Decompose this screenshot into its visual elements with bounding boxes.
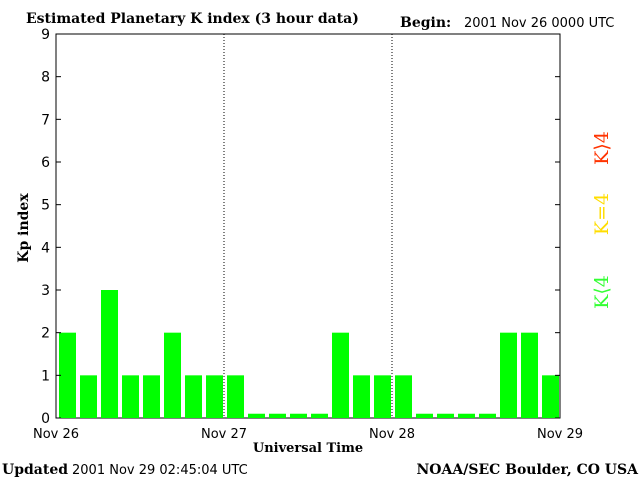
legend-high: K⟩4 [591,131,613,165]
x-axis: Nov 26 Nov 27 Nov 28 Nov 29 [33,427,583,442]
kp-bar [122,375,139,418]
y-tick-label: 2 [41,326,50,342]
kp-bar [332,332,349,418]
kp-bar [206,375,223,418]
kp-bar [521,332,538,418]
legend: K⟨4 K=4 K⟩4 [591,131,613,309]
kp-bar [500,332,517,418]
kp-bar [290,413,307,418]
legend-equal: K=4 [591,193,613,235]
kp-bar [479,413,496,418]
y-axis: 0 1 2 3 4 5 6 7 8 9 [41,27,560,427]
x-axis-title: Universal Time [253,441,363,456]
kp-bar [374,375,391,418]
kp-bar [101,290,118,418]
kp-bar [311,413,328,418]
kp-bar [437,413,454,418]
y-tick-label: 0 [41,411,50,427]
y-tick-label: 5 [41,198,50,214]
y-tick-label: 6 [41,155,50,171]
x-tick-label: Nov 29 [537,427,583,442]
kp-bar [143,375,160,418]
kp-bar [353,375,370,418]
kp-bar [164,332,181,418]
kp-bar [458,413,475,418]
begin-label: Begin: [400,15,451,31]
kp-bar [248,413,265,418]
kp-bar [185,375,202,418]
y-tick-label: 7 [41,112,50,128]
kp-bar [542,375,559,418]
kp-bar [59,332,76,418]
x-tick-label: Nov 26 [33,427,79,442]
x-tick-label: Nov 27 [201,427,247,442]
y-tick-label: 9 [41,27,50,43]
y-tick-label: 8 [41,70,50,86]
kp-bar [80,375,97,418]
kp-bar [416,413,433,418]
kp-bar [269,413,286,418]
kp-bar [227,375,244,418]
day-dividers [223,34,393,418]
legend-low: K⟨4 [591,275,613,309]
plot-frame [55,33,561,419]
y-tick-label: 1 [41,368,50,384]
bars-group [59,290,559,418]
x-tick-label: Nov 28 [369,427,415,442]
y-tick-label: 3 [41,283,50,299]
y-axis-title: Kp index [16,193,32,263]
kp-bar [395,375,412,418]
chart-title: Estimated Planetary K index (3 hour data… [26,11,359,27]
updated-label: Updated [2,462,68,478]
updated-value: 2001 Nov 29 02:45:04 UTC [72,463,248,478]
y-tick-label: 4 [41,240,50,256]
begin-value: 2001 Nov 26 0000 UTC [464,16,614,31]
source-credit: NOAA/SEC Boulder, CO USA [417,462,640,478]
